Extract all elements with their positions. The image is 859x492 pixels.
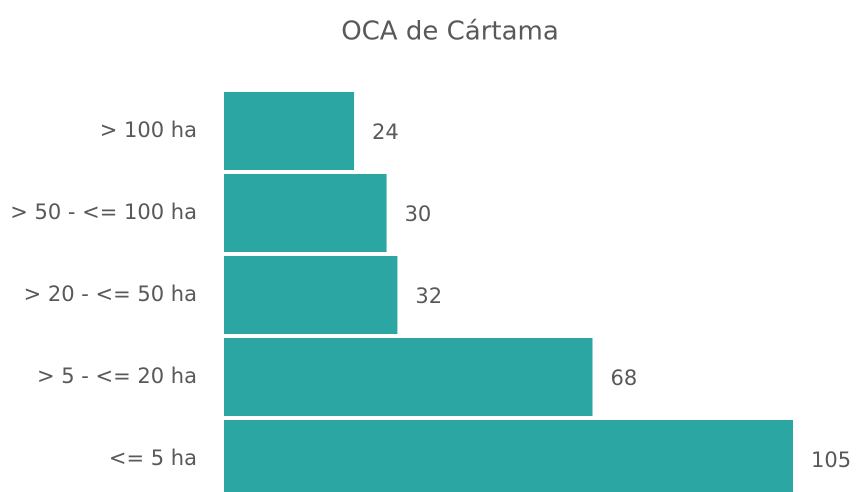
bar	[224, 256, 398, 334]
y-tick-label: > 100 ha	[100, 118, 197, 142]
data-label: 30	[405, 202, 432, 226]
data-label: 32	[415, 284, 442, 308]
bar	[224, 338, 593, 416]
y-tick-label: > 50 - <= 100 ha	[10, 200, 197, 224]
data-label: 68	[610, 366, 637, 390]
bar	[224, 174, 387, 252]
chart-title: OCA de Cártama	[341, 17, 559, 47]
bar	[224, 420, 793, 492]
bar	[224, 92, 355, 170]
data-label: 24	[372, 120, 399, 144]
data-label: 105	[811, 448, 851, 472]
y-tick-label: > 20 - <= 50 ha	[24, 282, 197, 306]
y-tick-label: <= 5 ha	[109, 446, 197, 470]
y-tick-label: > 5 - <= 20 ha	[37, 364, 197, 388]
